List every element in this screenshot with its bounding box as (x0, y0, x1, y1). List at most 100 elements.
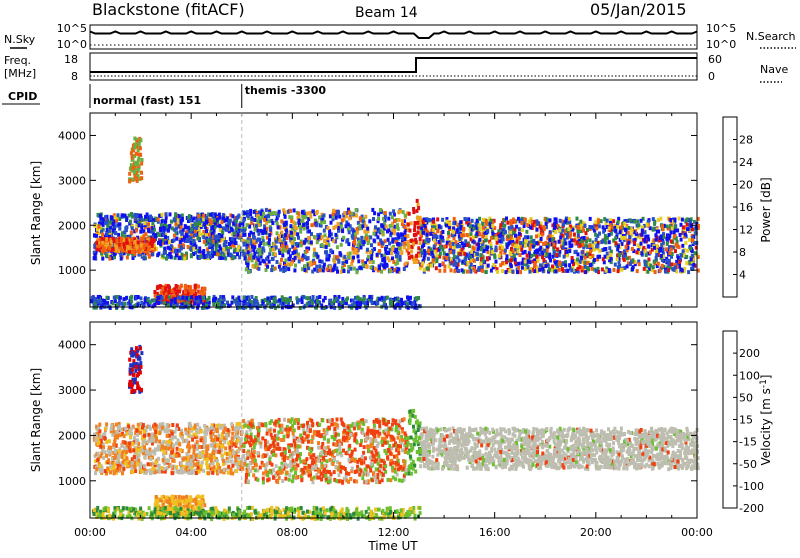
heat-cell (165, 257, 168, 261)
heat-cell (372, 217, 375, 221)
freq-label: Freq. (4, 54, 31, 67)
heat-cell (588, 225, 591, 229)
heat-cell (137, 423, 140, 427)
heat-cell (140, 162, 143, 166)
heat-cell (222, 226, 225, 230)
heat-cell (512, 218, 515, 222)
heat-cell (475, 232, 478, 236)
heat-cell (357, 244, 360, 248)
heat-cell (268, 238, 271, 242)
heat-cell (307, 236, 310, 240)
heat-cell (541, 233, 544, 237)
heat-cell (512, 249, 515, 253)
heat-cell (499, 246, 502, 250)
heat-cell (479, 253, 482, 257)
heat-cell (571, 260, 574, 264)
heat-cell (275, 240, 278, 244)
station-title: Blackstone (fitACF) (92, 0, 245, 19)
heat-cell (602, 230, 605, 234)
heat-cell (218, 434, 221, 438)
heat-cell (514, 244, 517, 248)
heat-cell (462, 228, 465, 232)
heat-cell (529, 260, 532, 264)
heat-cell (504, 249, 507, 253)
heat-cell (231, 295, 234, 299)
heat-cell (415, 233, 418, 237)
heat-cell (214, 235, 217, 239)
heat-cell (138, 250, 141, 254)
heat-cell (94, 253, 97, 257)
heat-cell (386, 229, 389, 233)
heat-cell (302, 295, 305, 299)
heat-cell (680, 223, 683, 227)
heat-cell (198, 221, 201, 225)
heat-cell (146, 243, 149, 247)
heat-cell (197, 285, 200, 289)
heat-cell (584, 224, 587, 228)
heat-cell (257, 232, 260, 236)
heat-cell (554, 261, 557, 265)
heat-cell (436, 217, 439, 221)
heat-cell (133, 137, 136, 141)
heat-cell (510, 235, 513, 239)
heat-cell (126, 241, 129, 245)
heat-cell (247, 250, 250, 254)
heat-cell (529, 247, 532, 251)
heat-cell (370, 243, 373, 247)
heat-cell (147, 222, 150, 226)
heat-cell (278, 234, 281, 238)
heat-cell (221, 230, 224, 234)
heat-cell (478, 217, 481, 221)
freq-tick-low: 8 (71, 70, 78, 83)
heat-cell (536, 228, 539, 232)
heat-cell (233, 231, 236, 235)
heat-cell (337, 226, 340, 230)
heat-cell (253, 236, 256, 240)
heat-cell (374, 267, 377, 271)
heat-cell (517, 217, 520, 221)
heat-cell (237, 296, 240, 300)
heat-cell (561, 267, 564, 271)
heat-cell (436, 229, 439, 233)
heat-cell (400, 251, 403, 255)
heat-cell (133, 170, 136, 174)
heat-cell (306, 225, 309, 229)
heat-cell (425, 237, 428, 241)
heat-cell (638, 262, 641, 266)
heat-cell (263, 304, 266, 308)
colorbar-tick-label: 16 (739, 201, 753, 214)
heat-cell (347, 223, 350, 227)
heat-cell (562, 245, 565, 249)
heat-cell (164, 247, 167, 251)
heat-cell (378, 249, 381, 253)
heat-cell (433, 244, 436, 248)
heat-cell (128, 246, 131, 250)
heat-cell (183, 257, 186, 261)
heat-cell (143, 255, 146, 259)
heat-cell (690, 258, 693, 262)
heat-cell (101, 257, 104, 261)
heat-cell (278, 298, 281, 302)
heat-cell (216, 243, 219, 247)
heat-cell (600, 219, 603, 223)
heat-cell (138, 223, 141, 227)
heat-cell (495, 260, 498, 264)
heat-cell (519, 270, 522, 274)
heat-cell (335, 216, 338, 220)
heat-cell (144, 221, 147, 225)
heat-cell (452, 221, 455, 225)
heat-cell (623, 222, 626, 226)
heat-cell (253, 210, 256, 214)
heat-cell (161, 213, 164, 217)
heat-cell (117, 213, 120, 217)
heat-cell (336, 245, 339, 249)
heat-cell (490, 219, 493, 223)
heat-cell (285, 266, 288, 270)
heat-cell (518, 236, 521, 240)
heat-cell (588, 244, 591, 248)
heat-cell (356, 231, 359, 235)
heat-cell (90, 299, 93, 303)
heat-cell (311, 209, 314, 213)
heat-cell (538, 268, 541, 272)
heat-cell (199, 254, 202, 258)
